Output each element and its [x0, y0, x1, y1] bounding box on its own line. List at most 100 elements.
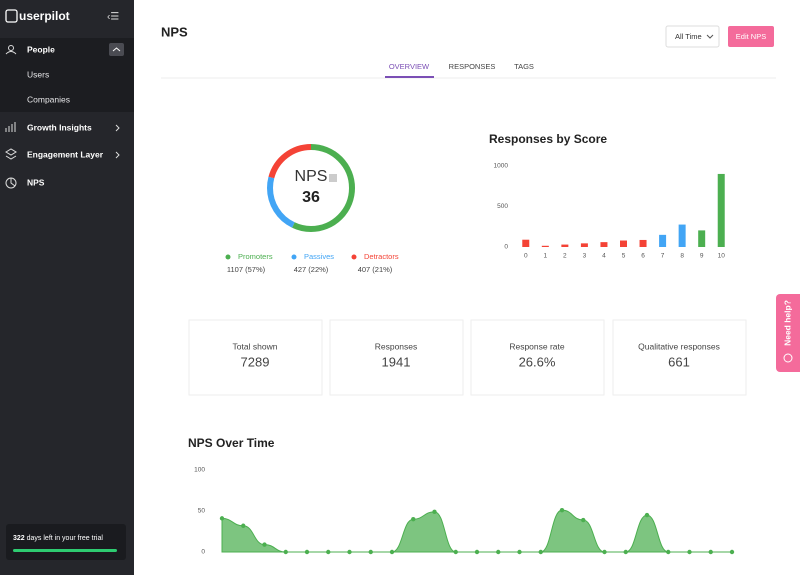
point: [708, 549, 713, 555]
trial-label: days left in your free trial: [27, 535, 104, 542]
chart-title: NPS Over Time: [188, 436, 275, 450]
point: [347, 549, 352, 555]
trial-days: 322: [13, 535, 25, 542]
stat-card: [188, 319, 323, 396]
stat-value: 661: [668, 354, 690, 369]
legend-dot: [351, 254, 357, 260]
point: [453, 549, 458, 555]
nav-growth[interactable]: Growth Insights: [5, 122, 120, 132]
help-tab[interactable]: [776, 294, 800, 372]
y-tick-label: 50: [198, 508, 206, 515]
range-dropdown[interactable]: [665, 25, 720, 48]
y-tick-label: 0: [201, 549, 205, 556]
trial-box: [6, 524, 126, 560]
bar: [561, 244, 569, 247]
tab[interactable]: OVERVIEW: [389, 62, 430, 71]
x-tick-label: 1: [544, 253, 548, 260]
y-tick-label: 500: [497, 203, 508, 210]
stat-card: [329, 319, 464, 396]
help-icon: [783, 353, 793, 363]
stat-label: Total shown: [233, 341, 278, 351]
nav-label[interactable]: NPS: [27, 177, 45, 187]
info-icon: [329, 174, 337, 182]
edit-button-label[interactable]: Edit NPS: [736, 32, 766, 41]
icon: [5, 122, 16, 132]
y-tick-label: 100: [194, 467, 205, 474]
x-tick-label: 10: [718, 253, 726, 260]
point: [559, 507, 565, 513]
point: [326, 549, 331, 555]
chart-title: Responses by Score: [489, 132, 607, 146]
icon: [10, 178, 16, 187]
x-tick-label: 5: [622, 253, 626, 260]
bar: [541, 245, 549, 247]
nav-nps[interactable]: NPS: [5, 177, 45, 189]
bar: [580, 243, 588, 247]
legend-label: Promoters: [238, 252, 273, 261]
tab-indicator: [385, 76, 434, 78]
point: [474, 549, 480, 555]
point: [219, 516, 225, 521]
help-label[interactable]: Need help?: [782, 300, 792, 346]
point: [432, 509, 437, 515]
point: [368, 549, 373, 555]
chevron: [115, 151, 120, 159]
tab[interactable]: RESPONSES: [449, 62, 496, 71]
nav-label[interactable]: Users: [27, 69, 49, 79]
point: [517, 549, 522, 555]
charts: Promoters 1107 (57%) Passives 427 (22%) Detr…: [188, 132, 735, 556]
stat-label: Responses: [375, 341, 418, 351]
donut-segment: [267, 144, 355, 232]
point: [283, 549, 288, 555]
legend-value: 427 (22%): [294, 265, 329, 274]
edit-button[interactable]: [728, 26, 774, 47]
bar: [620, 240, 627, 247]
x-tick-label: 8: [680, 253, 684, 260]
nav-engagement[interactable]: Engagement Layer: [5, 148, 120, 160]
nav-label[interactable]: Growth Insights: [27, 122, 92, 132]
point: [241, 523, 246, 528]
point: [581, 517, 586, 523]
point: [687, 549, 692, 555]
point: [496, 549, 501, 555]
dropdown-arrow: [706, 34, 714, 39]
point: [262, 542, 267, 547]
stat-value: 7289: [241, 354, 270, 369]
point: [644, 512, 650, 518]
icon: [5, 148, 17, 160]
point: [623, 549, 628, 555]
logo-icon: [5, 9, 18, 23]
stat-value: 1941: [382, 354, 411, 369]
bar: [717, 173, 725, 247]
bar: [522, 239, 530, 247]
nav-label[interactable]: Engagement Layer: [27, 149, 104, 159]
x-tick-label: 3: [583, 253, 587, 260]
legend-value: 1107 (57%): [227, 265, 266, 274]
icon: [112, 47, 121, 52]
collapse-icon[interactable]: ‹☰: [107, 12, 119, 23]
icon: [8, 45, 14, 51]
page-title: NPS: [161, 24, 188, 39]
nav-label[interactable]: Companies: [27, 94, 70, 104]
nav-people[interactable]: People: [5, 43, 124, 56]
nav-label[interactable]: People: [27, 44, 55, 54]
expand-button[interactable]: [109, 43, 124, 56]
tab[interactable]: TAGS: [514, 62, 534, 71]
point: [602, 549, 607, 555]
bar: [659, 234, 667, 247]
legend-label: Detractors: [364, 252, 399, 261]
x-tick-label: 6: [641, 253, 645, 260]
x-tick-label: 0: [524, 253, 528, 260]
stat-card: [612, 319, 747, 396]
point: [389, 549, 395, 555]
donut-segment: [267, 144, 355, 232]
nps-label: NPS: [295, 168, 328, 185]
stat-label: Response rate: [509, 341, 565, 351]
chevron: [115, 124, 120, 132]
x-tick-label: 9: [700, 253, 704, 260]
range-label[interactable]: All Time: [675, 32, 702, 41]
trial-progress: [13, 549, 117, 552]
stat-card: [470, 319, 605, 396]
